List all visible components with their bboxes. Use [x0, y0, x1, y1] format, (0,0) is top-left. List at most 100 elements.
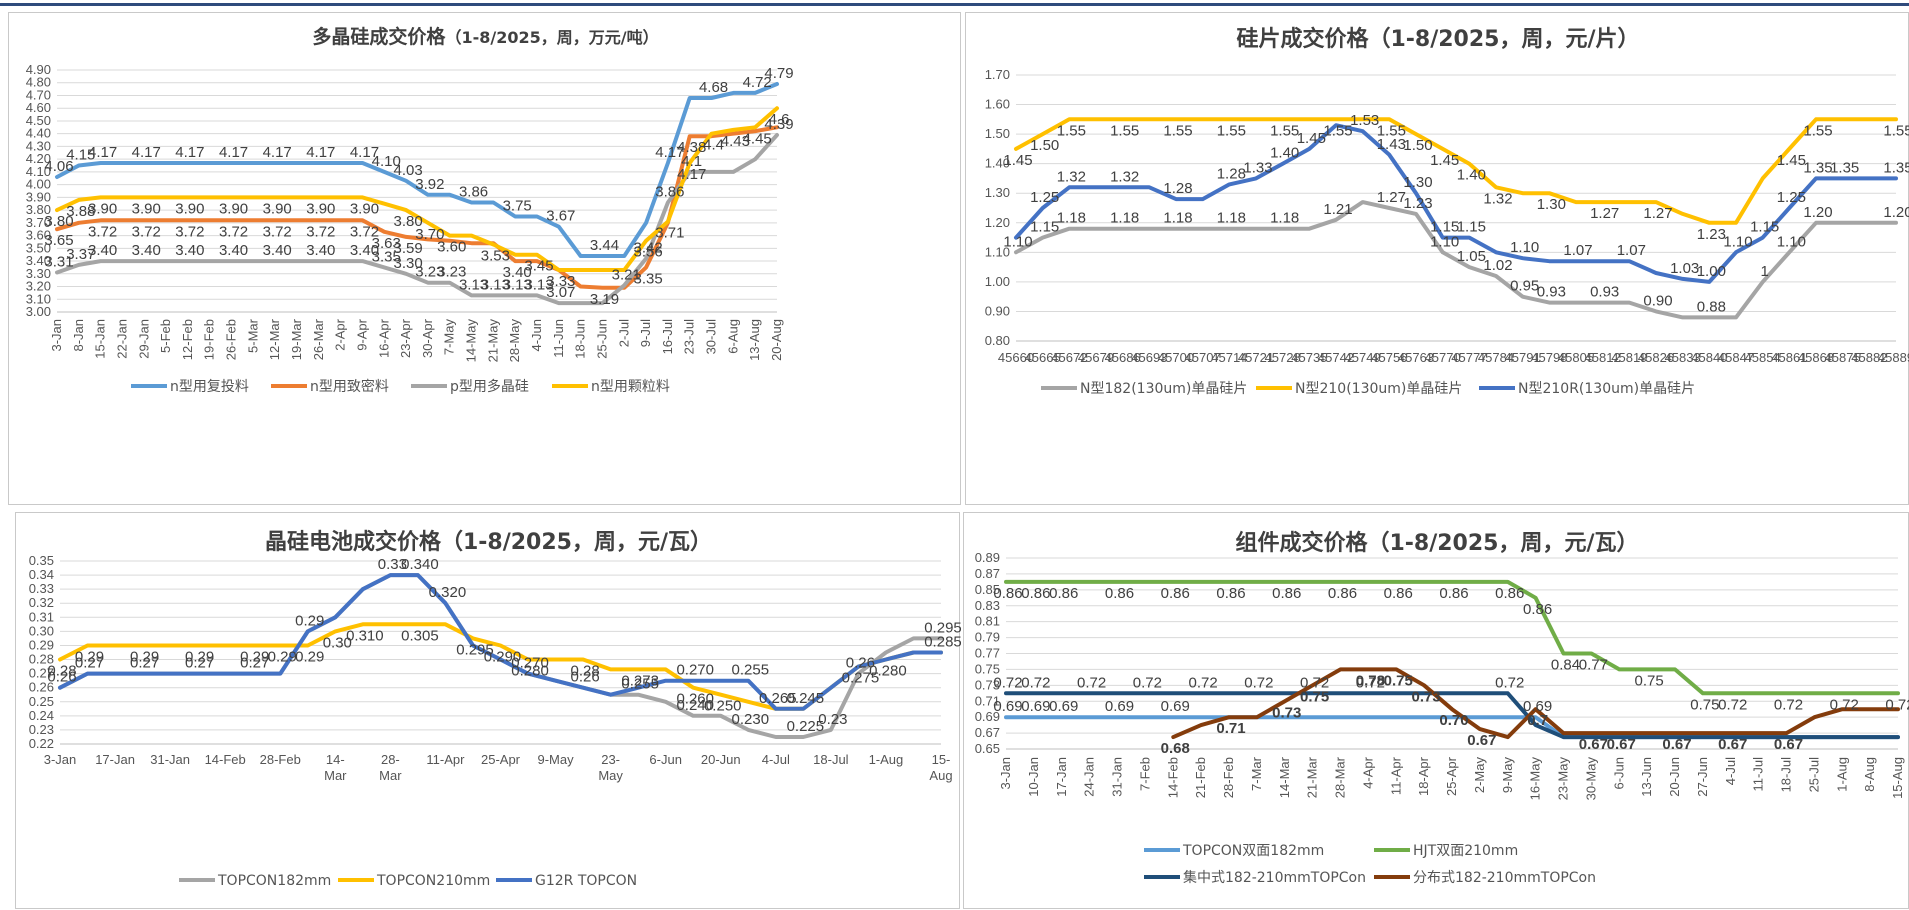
data-label: 0.275 [842, 670, 880, 687]
legend-label: TOPCON210mm [376, 873, 490, 889]
legend-label: G12R TOPCON [535, 873, 637, 889]
y-tick-label: 0.71 [975, 693, 1000, 708]
legend-label: 分布式182-210mmTOPCon [1413, 870, 1596, 886]
y-tick-label: 0.80 [985, 333, 1010, 348]
y-tick-label: 1.40 [985, 156, 1010, 171]
data-label: 3.67 [546, 208, 575, 225]
data-label: 0.86 [1523, 601, 1552, 618]
data-label: 3.40 [503, 264, 532, 281]
x-tick-label: 18-Jun [573, 319, 588, 359]
x-tick-label: 30-Apr [420, 318, 435, 358]
data-label: 1.21 [1323, 201, 1352, 218]
data-label: 0.90 [1643, 292, 1672, 309]
x-tick-label: 18-Apr [1416, 756, 1431, 796]
data-label: 0.88 [1697, 298, 1726, 315]
data-label: 3.13 [459, 276, 488, 293]
data-label: 0.67 [1718, 736, 1747, 753]
legend-label: n型用致密料 [310, 378, 389, 395]
data-label: 1 [1760, 263, 1768, 280]
data-label: 0.7 [1527, 712, 1548, 729]
x-tick-label: 16-Jul [660, 319, 675, 355]
x-tick-label: 11-Jun [551, 319, 566, 358]
y-tick-label: 1.70 [985, 67, 1010, 82]
y-tick-label: 0.35 [29, 553, 54, 568]
x-tick-label: 17-Jan [95, 752, 135, 767]
data-label: 3.53 [481, 247, 510, 264]
y-tick-label: 0.27 [29, 666, 54, 681]
y-tick-label: 0.33 [29, 581, 54, 596]
x-tick-label: 13-Aug [747, 319, 762, 361]
data-label: 1.15 [1030, 219, 1059, 236]
data-label: 1.50 [1030, 137, 1059, 154]
legend-label: 集中式182-210mmTOPCon [1183, 869, 1366, 886]
data-label: 1.20 [1803, 204, 1832, 221]
data-label: 3.80 [44, 213, 73, 230]
x-tick-label: 20-Jun [701, 752, 741, 767]
y-tick-label: 4.70 [26, 87, 51, 102]
data-label: 1.33 [1243, 159, 1272, 176]
x-tick-label: 45777 [1451, 350, 1487, 365]
x-tick-label: 15-Jan [93, 319, 108, 359]
data-label: 0.27 [240, 655, 269, 672]
x-tick-label: 4-Jul [1723, 757, 1738, 785]
y-tick-label: 3.50 [26, 240, 51, 255]
data-label: 1.43 [1377, 136, 1406, 153]
data-label: 3.71 [655, 225, 684, 242]
x-tick-label: 20-Aug [769, 319, 784, 361]
data-label: 0.86 [1495, 585, 1524, 602]
data-label: 0.75 [1300, 688, 1329, 705]
y-tick-label: 0.69 [975, 709, 1000, 724]
data-label: 3.80 [393, 213, 422, 230]
data-label: 0.310 [346, 627, 384, 644]
legend-label: HJT双面210mm [1413, 843, 1518, 859]
data-label: 0.280 [511, 663, 549, 680]
data-label: 4.06 [44, 158, 73, 175]
x-tick-label: 26-Feb [224, 319, 239, 360]
x-tick-label: 45707 [1185, 350, 1221, 365]
y-tick-label: 0.24 [29, 708, 54, 723]
data-label: 1.55 [1803, 122, 1832, 139]
data-label: 4.72 [743, 74, 772, 91]
y-tick-label: 4.60 [26, 100, 51, 115]
y-tick-label: 4.00 [26, 177, 51, 192]
data-label: 0.33 [378, 556, 407, 573]
data-label: 3.90 [263, 200, 292, 217]
data-label: 4.10 [372, 153, 401, 170]
chart-title-main: 多晶硅成交价格 [312, 25, 446, 48]
data-label: 1.10 [1430, 233, 1459, 250]
x-tick-label: 7-Mar [1249, 756, 1264, 791]
data-label: 3.90 [219, 200, 248, 217]
x-tick-label: 28-Feb [1221, 757, 1236, 798]
data-label: 3.72 [132, 223, 161, 240]
cell-price-chart: 晶硅电池成交价格（1-8/2025，周，元/瓦） 0.22 0.23 0.24 0.25… [15, 512, 961, 909]
y-tick-label: 1.20 [985, 215, 1010, 230]
x-tick-label: 14-Mar [1277, 756, 1292, 798]
data-label: 3.33 [546, 273, 575, 290]
x-tick-label: 45847 [1718, 350, 1754, 365]
data-label: 0.73 [1412, 688, 1441, 705]
data-label: 0.29 [75, 648, 104, 665]
x-tick-label: 45784 [1478, 350, 1514, 365]
data-label: 0.68 [1161, 740, 1190, 757]
data-label: 3.88 [66, 203, 95, 220]
y-tick-label: 0.28 [29, 652, 54, 667]
data-label: 0.255 [621, 676, 659, 693]
x-tick-label: 23-May [598, 752, 623, 783]
data-label: 0.26 [570, 669, 599, 686]
x-tick-label: 45686 [1105, 350, 1141, 365]
data-label: 3.72 [263, 223, 292, 240]
data-label: 1.27 [1590, 205, 1619, 222]
x-tick-label: 9-Apr [354, 318, 369, 350]
data-label: 4.15 [66, 147, 95, 164]
x-tick-label: 25-Jun [594, 319, 609, 359]
cell-price-chart-svg: 晶硅电池成交价格（1-8/2025，周，元/瓦）0.220.230.240.25… [29, 529, 961, 889]
data-label: 0.29 [295, 612, 324, 629]
data-label: 1.35 [1830, 159, 1859, 176]
series-line-3 [1014, 123, 1898, 284]
data-label: 3.72 [350, 223, 379, 240]
x-tick-label: 25-Apr [1444, 756, 1459, 796]
chart-title-main: 硅片成交价格 [1236, 26, 1369, 52]
x-tick-label: 30-May [1583, 757, 1598, 801]
x-tick-label: 31-Jan [1110, 757, 1125, 797]
x-tick-label: 45721 [1238, 350, 1274, 365]
